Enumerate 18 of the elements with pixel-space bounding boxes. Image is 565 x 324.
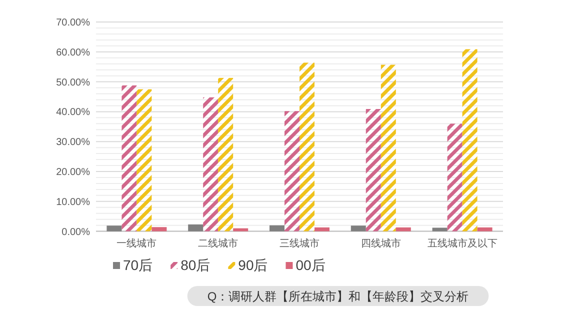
x-tick-label: 一线城市 <box>116 237 157 250</box>
text: Q：调研人群【所在城市】和【年龄段】交叉分析 <box>207 290 469 304</box>
legend-label: 70后 <box>123 257 153 273</box>
legend-label: 90后 <box>238 257 268 273</box>
x-tick-label: 四线城市 <box>360 237 401 250</box>
x-tick-label: 三线城市 <box>280 237 320 250</box>
legend-label: 00后 <box>296 257 326 273</box>
y-tick-label: 30.00% <box>56 137 90 148</box>
y-tick-label: 70.00% <box>56 18 90 28</box>
legend-label: 80后 <box>180 257 210 273</box>
y-tick-label: 50.00% <box>56 77 90 88</box>
y-tick-label: 20.00% <box>56 167 90 178</box>
x-tick-label: 五线城市及以下 <box>427 237 498 250</box>
y-tick-label: 0.00% <box>62 226 90 238</box>
y-tick-label: 10.00% <box>56 196 90 208</box>
y-tick-label: 40.00% <box>56 107 90 118</box>
y-tick-label: 60.00% <box>56 47 90 58</box>
x-tick-label: 二线城市 <box>198 237 238 250</box>
